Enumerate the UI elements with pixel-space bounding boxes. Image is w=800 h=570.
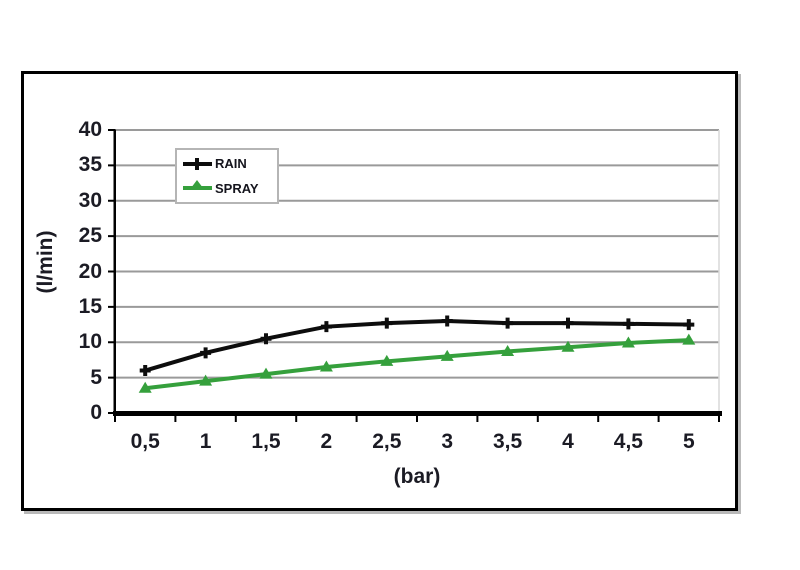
legend-item-rain: RAIN xyxy=(177,153,277,175)
rain-legend-label: RAIN xyxy=(215,156,247,172)
x-tick-label: 2,5 xyxy=(372,430,402,453)
x-tick-label: 1 xyxy=(199,430,212,453)
spray-marker xyxy=(561,340,575,352)
spray-marker xyxy=(199,374,213,386)
rain-series-line xyxy=(144,319,689,373)
spray-marker xyxy=(682,333,696,345)
spray-legend-label: SPRAY xyxy=(215,180,259,196)
x-tick-label: 5 xyxy=(682,430,695,453)
x-tick-label: 3 xyxy=(441,430,454,453)
x-axis-title: (bar) xyxy=(393,465,441,488)
x-tick-label: 2 xyxy=(320,430,333,453)
legend: RAIN SPRAY xyxy=(175,148,279,204)
rain-marker xyxy=(683,319,695,331)
y-tick-label: 10 xyxy=(78,330,102,354)
spray-line-marker-icon xyxy=(183,180,212,191)
spray-marker xyxy=(380,354,394,366)
y-tick-label: 35 xyxy=(78,153,102,177)
chart-frame: (l/min) (bar) RAIN SPRAY 0 5 10 15 20 25 30 35 4… xyxy=(21,71,738,511)
x-axis-line xyxy=(113,411,722,416)
rain-marker xyxy=(502,317,514,329)
spray-marker xyxy=(138,381,152,393)
y-tick-label: 25 xyxy=(78,224,102,248)
rain-marker xyxy=(381,317,393,329)
y-tick-label: 15 xyxy=(78,294,102,318)
spray-marker xyxy=(319,360,333,372)
spray-marker xyxy=(501,344,515,356)
rain-marker xyxy=(562,317,574,329)
x-tick-label: 3,5 xyxy=(492,430,523,453)
y-tick-label: 5 xyxy=(90,365,102,389)
spray-series-line xyxy=(144,338,689,391)
rain-marker xyxy=(441,315,453,327)
y-tick-label: 30 xyxy=(78,188,102,212)
rain-marker xyxy=(622,318,634,330)
x-tick-label: 4,5 xyxy=(613,430,643,453)
rain-line-marker-icon xyxy=(183,157,212,170)
x-tick-label: 0,5 xyxy=(130,430,160,453)
legend-item-spray: SPRAY xyxy=(177,177,277,199)
x-tick-label: 4 xyxy=(562,430,574,453)
rain-marker xyxy=(139,365,151,377)
rain-marker xyxy=(260,333,272,345)
y-tick-label: 20 xyxy=(78,259,102,283)
spray-marker xyxy=(621,336,635,348)
spray-marker xyxy=(440,349,454,361)
x-tick-label: 1,5 xyxy=(251,430,281,453)
rain-marker xyxy=(320,321,332,333)
spray-marker xyxy=(259,367,273,379)
y-tick-label: 40 xyxy=(78,118,102,141)
y-tick-label: 0 xyxy=(90,401,102,424)
rain-marker xyxy=(200,347,212,359)
